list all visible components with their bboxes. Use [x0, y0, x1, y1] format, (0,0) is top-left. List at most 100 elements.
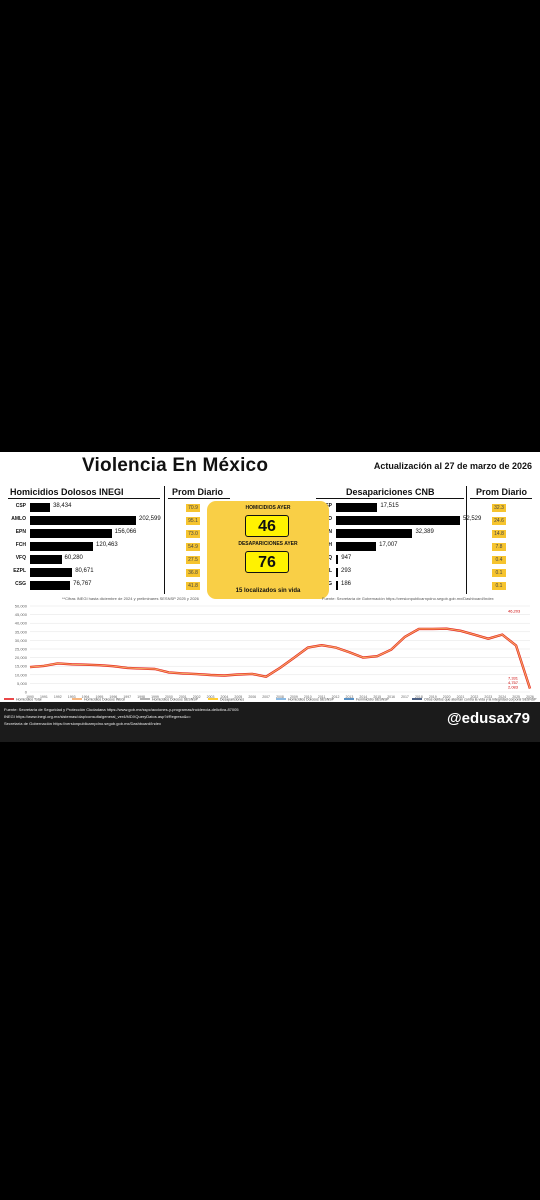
- bar: [30, 542, 94, 551]
- x-tick-label: 2026: [526, 695, 534, 699]
- bar-value: 17,515: [380, 503, 399, 509]
- prom-diario-value: 7.8: [492, 543, 506, 551]
- homicidios-note: **Cifras INEGI hasta diciembre de 2024 y…: [62, 596, 199, 601]
- desapariciones-prom-title: Prom Diario: [476, 487, 528, 497]
- desapariciones-ayer-value: 76: [245, 551, 289, 573]
- prom-diario-value: 27.5: [186, 556, 200, 564]
- bar-row: EPN32,389: [310, 528, 514, 538]
- point-label: 2,083: [508, 684, 519, 689]
- point-label: 7,331: [508, 675, 519, 680]
- desapariciones-title: Desapariciones CNB: [346, 487, 435, 497]
- bar-label: AMLO: [11, 516, 26, 522]
- bar-label: CSP: [15, 503, 26, 509]
- x-tick-label: 1994: [82, 695, 90, 699]
- x-tick-label: 2004: [221, 695, 229, 699]
- x-tick-label: 1992: [54, 695, 62, 699]
- bar-row: CSP 38,434: [4, 502, 190, 512]
- bar-value: 76,767: [73, 581, 92, 587]
- bar: [30, 516, 136, 525]
- x-tick-label: 1998: [137, 695, 145, 699]
- bar-value: 17,007: [379, 542, 398, 548]
- x-tick-label: 2023: [484, 695, 492, 699]
- point-label: 46,203: [508, 609, 521, 614]
- legend-label: Homicidios Dolosos SESNSP: [152, 698, 199, 702]
- x-tick-label: 2000: [165, 695, 173, 699]
- y-tick-label: 10,000: [15, 672, 28, 677]
- source-line: INEGI https://www.inegi.org.mx/sistemas/…: [4, 714, 191, 719]
- bar-value: 60,280: [64, 555, 83, 561]
- x-tick-label: 2008: [276, 695, 284, 699]
- bar-label: EPN: [15, 529, 26, 535]
- series-line: [29, 628, 531, 689]
- prom-diario-value: 14.8: [492, 530, 506, 538]
- y-tick-label: 5,000: [17, 681, 28, 686]
- bar: [336, 581, 338, 590]
- x-tick-label: 2020: [443, 695, 451, 699]
- prom-diario-value: 73.0: [186, 530, 200, 538]
- bar-row: VHQ947: [310, 554, 514, 564]
- x-tick-label: 2021: [457, 695, 465, 699]
- bar-row: EZPL293: [310, 567, 514, 577]
- update-date: Actualización al 27 de marzo de 2026: [373, 461, 532, 471]
- legend-label: Feminicidio SESNSP: [356, 698, 390, 702]
- x-tick-label: 2018: [415, 695, 423, 699]
- y-tick-label: 20,000: [15, 655, 28, 660]
- prom-diario-value: 54.9: [186, 543, 200, 551]
- x-tick-label: 2022: [471, 695, 479, 699]
- bar-value: 52,529: [463, 516, 482, 522]
- homicidios-ayer-label: HOMICIDIOS AYER: [245, 505, 291, 511]
- bar-row: VFQ 60,280: [4, 554, 190, 564]
- y-tick-label: 25,000: [15, 647, 28, 652]
- x-tick-label: 2011: [318, 695, 326, 699]
- bar: [30, 503, 51, 512]
- bar: [30, 581, 71, 590]
- bar-value: 80,671: [75, 568, 94, 574]
- prom-diario-value: 0.1: [492, 582, 506, 590]
- bar-value: 293: [341, 568, 352, 574]
- author-handle: @edusax79: [446, 710, 530, 727]
- desapariciones-note: Fuente: Secretaría de Gobernación https:…: [322, 596, 494, 601]
- prom-diario-value: 0.1: [492, 569, 506, 577]
- y-tick-label: 45,000: [15, 612, 28, 617]
- page-title: Violencia En México: [82, 455, 269, 476]
- legend-label: Desapariciones: [220, 698, 244, 702]
- divider: [470, 498, 532, 499]
- bar: [336, 503, 378, 512]
- bar: [336, 568, 338, 577]
- bar: [30, 555, 62, 564]
- bar: [30, 529, 112, 538]
- x-tick-label: 2024: [498, 695, 506, 699]
- bar: [336, 542, 377, 551]
- x-tick-label: 2019: [429, 695, 437, 699]
- prom-diario-value: 41.8: [186, 582, 200, 590]
- homicidios-title: Homicidios Dolosos INEGI: [10, 487, 124, 497]
- bar-value: 32,389: [415, 529, 434, 535]
- bar-row: CSG186: [310, 580, 514, 590]
- divider: [8, 498, 160, 499]
- x-tick-label: 2014: [359, 695, 367, 699]
- homicidios-prom-title: Prom Diario: [172, 487, 224, 497]
- x-tick-label: 1996: [109, 695, 117, 699]
- bar-value: 38,434: [53, 503, 72, 509]
- bar-value: 186: [341, 581, 352, 587]
- bar-label: EZPL: [13, 568, 26, 574]
- desapariciones-ayer-label: DESAPARICIONES AYER: [238, 541, 298, 547]
- x-tick-label: 1993: [68, 695, 76, 699]
- x-tick-label: 1991: [40, 695, 48, 699]
- bar-row: CSG 76,767: [4, 580, 190, 590]
- legend-label: Homicidios Total: [16, 698, 42, 702]
- prom-diario-value: 70.9: [186, 504, 200, 512]
- y-tick-label: 30,000: [15, 638, 28, 643]
- homicidios-ayer-value: 46: [245, 515, 289, 537]
- x-tick-label: 1999: [151, 695, 159, 699]
- line-chart: 0 5,000 10,000 15,000 20,000 25,000 30,000 35,0…: [4, 604, 537, 702]
- divider: [164, 486, 165, 594]
- x-tick-label: 2003: [207, 695, 215, 699]
- x-tick-label: 2013: [346, 695, 354, 699]
- x-tick-label: 2002: [193, 695, 201, 699]
- y-tick-label: 40,000: [15, 621, 28, 626]
- divider: [466, 486, 467, 594]
- divider: [168, 498, 230, 499]
- bar-label: FCH: [15, 542, 26, 548]
- x-tick-label: 2017: [401, 695, 409, 699]
